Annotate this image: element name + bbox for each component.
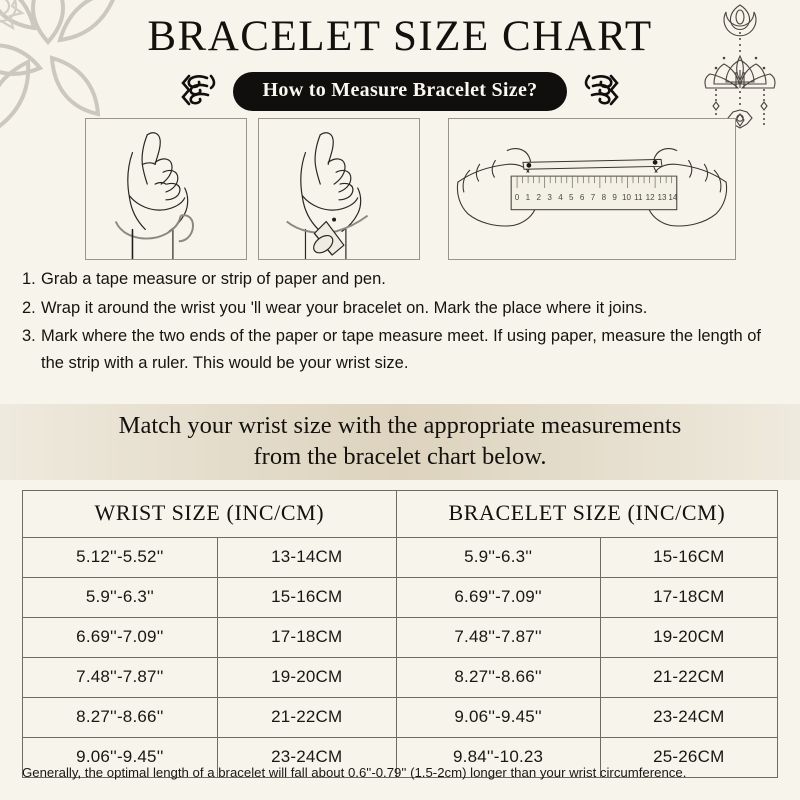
list-item: 2. Wrap it around the wrist you 'll wear…: [22, 295, 782, 322]
banner-line-1: Match your wrist size with the appropria…: [118, 412, 682, 440]
cell-wrist-cm: 13-14CM: [216, 537, 397, 578]
cell-wrist-cm: 15-16CM: [216, 577, 397, 618]
table-row: 6.69''-7.09'' 17-18CM 7.48''-7.87'' 19-2…: [22, 617, 779, 658]
step-number: 2.: [22, 298, 36, 317]
svg-text:2: 2: [537, 193, 542, 202]
svg-text:14: 14: [668, 193, 677, 202]
svg-text:13: 13: [658, 193, 667, 202]
cell-wrist-inch: 5.9''-6.3'': [22, 577, 218, 618]
banner-line-2: from the bracelet chart below.: [253, 443, 547, 470]
page-title: BRACELET SIZE CHART: [147, 13, 653, 60]
step-text: Grab a tape measure or strip of paper an…: [41, 270, 386, 288]
cell-bracelet-inch: 9.06''-9.45'': [395, 697, 601, 738]
cell-wrist-inch: 8.27''-8.66'': [22, 697, 218, 738]
cell-bracelet-inch: 5.9''-6.3'': [395, 537, 601, 578]
step-number: 1.: [22, 270, 36, 288]
how-to-measure-badge: How to Measure Bracelet Size?: [232, 71, 568, 111]
svg-text:3: 3: [547, 193, 552, 202]
header-wrist-size: WRIST SIZE (INC/CM): [22, 490, 397, 538]
step-text: Wrap it around the wrist you 'll wear yo…: [41, 298, 648, 317]
bracelet-size-table: WRIST SIZE (INC/CM) BRACELET SIZE (INC/C…: [22, 490, 779, 778]
table-header-row: WRIST SIZE (INC/CM) BRACELET SIZE (INC/C…: [22, 490, 779, 538]
cell-wrist-cm: 21-22CM: [216, 697, 397, 738]
table-row: 8.27''-8.66'' 21-22CM 9.06''-9.45'' 23-2…: [22, 697, 779, 738]
table-row: 5.12''-5.52'' 13-14CM 5.9''-6.3'' 15-16C…: [22, 537, 779, 578]
match-wrist-banner: Match your wrist size with the appropria…: [0, 404, 800, 480]
step-number: 3.: [22, 327, 36, 346]
svg-text:10: 10: [622, 193, 631, 202]
list-item: 1. Grab a tape measure or strip of paper…: [22, 266, 782, 293]
step-text: Mark where the two ends of the paper or …: [41, 327, 761, 373]
cell-wrist-cm: 19-20CM: [216, 657, 397, 698]
badge-row: How to Measure Bracelet Size?: [0, 70, 800, 112]
cell-wrist-inch: 7.48''-7.87'': [22, 657, 218, 698]
svg-text:4: 4: [558, 193, 563, 202]
cell-bracelet-cm: 25-26CM: [599, 737, 779, 778]
svg-text:12: 12: [646, 193, 655, 202]
cell-bracelet-cm: 19-20CM: [599, 617, 779, 658]
footnote-text: Generally, the optimal length of a brace…: [22, 765, 687, 780]
svg-text:8: 8: [602, 193, 607, 202]
measure-steps-list: 1. Grab a tape measure or strip of paper…: [22, 266, 782, 379]
list-item: 3. Mark where the two ends of the paper …: [22, 323, 782, 376]
svg-text:9: 9: [612, 193, 617, 202]
size-table-wrapper: WRIST SIZE (INC/CM) BRACELET SIZE (INC/C…: [22, 490, 779, 778]
svg-text:11: 11: [634, 193, 643, 202]
panel-hand-marking-with-pen: [258, 118, 420, 260]
swirl-flourish-left-icon: [180, 74, 215, 106]
svg-text:0: 0: [515, 193, 520, 202]
cell-wrist-inch: 5.12''-5.52'': [22, 537, 218, 578]
cell-bracelet-inch: 7.48''-7.87'': [395, 617, 601, 658]
cell-wrist-inch: 6.69''-7.09'': [22, 617, 218, 658]
cell-wrist-inch: 9.06''-9.45'': [22, 737, 218, 778]
svg-text:7: 7: [591, 193, 596, 202]
table-row: 9.06''-9.45'' 23-24CM 9.84''-10.23 25-26…: [22, 737, 779, 778]
table-row: 5.9''-6.3'' 15-16CM 6.69''-7.09'' 17-18C…: [22, 577, 779, 618]
svg-text:5: 5: [569, 193, 574, 202]
swirl-flourish-right-icon: [585, 74, 620, 106]
svg-text:6: 6: [580, 193, 585, 202]
svg-text:1: 1: [526, 193, 531, 202]
cell-bracelet-inch: 6.69''-7.09'': [395, 577, 601, 618]
cell-bracelet-cm: 21-22CM: [599, 657, 779, 698]
cell-bracelet-cm: 23-24CM: [599, 697, 779, 738]
cell-bracelet-cm: 15-16CM: [599, 537, 779, 578]
header-bracelet-size: BRACELET SIZE (INC/CM): [395, 490, 779, 538]
cell-wrist-cm: 23-24CM: [216, 737, 397, 778]
panel-hand-with-tape: [85, 118, 247, 260]
cell-wrist-cm: 17-18CM: [216, 617, 397, 658]
cell-bracelet-cm: 17-18CM: [599, 577, 779, 618]
cell-bracelet-inch: 8.27''-8.66'': [395, 657, 601, 698]
table-row: 7.48''-7.87'' 19-20CM 8.27''-8.66'' 21-2…: [22, 657, 779, 698]
